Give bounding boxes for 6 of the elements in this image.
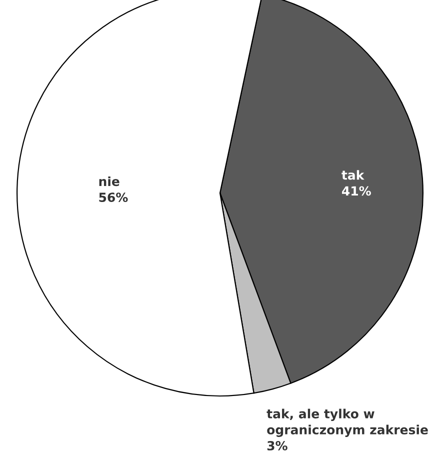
slice-label: nie — [99, 176, 120, 186]
data-label: 56% — [99, 192, 128, 202]
slice-label: tak — [342, 170, 364, 180]
data-label: 41% — [342, 186, 371, 196]
slice-label: tak, ale tylko w ograniczonym zakresie — [266, 408, 428, 437]
data-label: 3% — [267, 440, 288, 450]
